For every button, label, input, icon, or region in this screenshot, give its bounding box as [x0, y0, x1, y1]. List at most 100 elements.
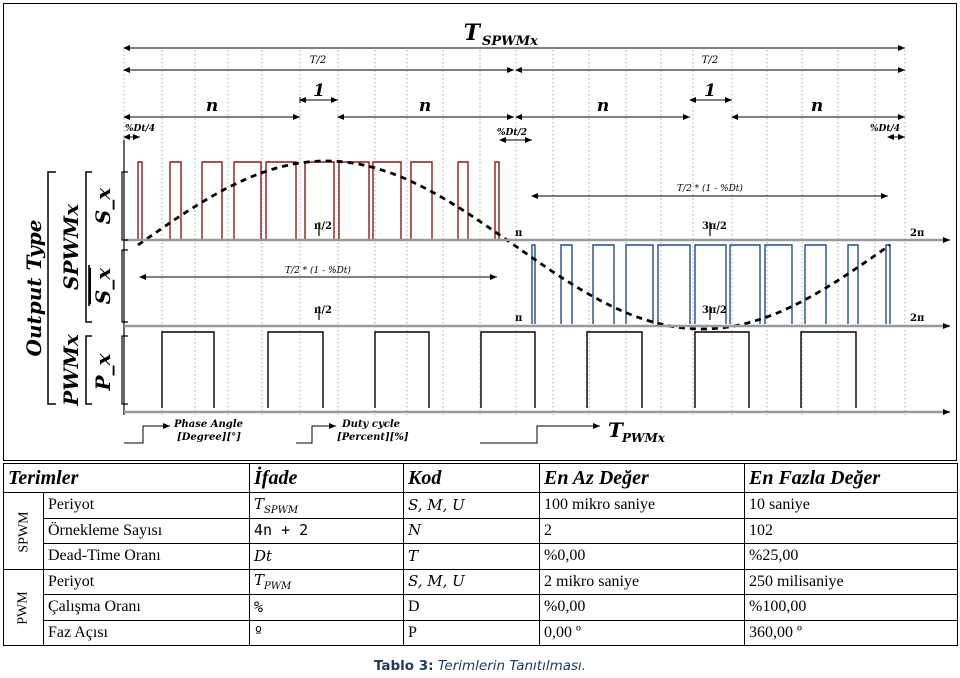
- dt-half-label: %Dt/2: [497, 128, 527, 138]
- expr-subscript: SPWM: [264, 504, 299, 516]
- pwm-pulse: [694, 331, 750, 408]
- term-cell: Örnekleme Sayısı: [43, 517, 250, 544]
- spwm-upper-pulse: [265, 161, 297, 240]
- group-label: PWM: [15, 591, 31, 625]
- output-type-label: Output Type: [22, 220, 46, 357]
- phase-angle-arrow: [124, 423, 170, 444]
- spwm-upper-pulse: [233, 161, 262, 240]
- table-header-row: Terimler İfade Kod En Az Değer En Fazla …: [3, 463, 958, 493]
- group-label-cell: PWM: [3, 568, 44, 646]
- spwm-lower-pulse: [729, 244, 761, 324]
- dimension-arrows: [123, 45, 905, 444]
- code-cell-text: T: [408, 546, 419, 565]
- header-terimler: Terimler: [3, 463, 250, 493]
- spwm-upper-pulse: [137, 161, 143, 240]
- table-row: Faz Açısı º P 0,00 º 360,00 º: [4, 619, 958, 646]
- spwm-lower-pulse: [804, 244, 827, 324]
- spwmx-label: SPWMx: [59, 203, 83, 290]
- spwm-lower-pulse: [764, 244, 793, 324]
- min-cell: 100 mikro saniye: [539, 492, 745, 519]
- expr-cell: TSPWM: [249, 492, 404, 519]
- max-cell-text: %100,00: [749, 598, 807, 616]
- s-x-bracket: [121, 171, 128, 241]
- max-cell-text: 102: [749, 521, 773, 539]
- spwmx-bracket: [85, 171, 92, 323]
- s-x-bar-label: S_x: [91, 267, 115, 304]
- min-cell-text: %0,00: [544, 547, 586, 565]
- spwm-lower-pulse: [592, 244, 615, 324]
- three-pi-half-label-2: 3π/2: [702, 305, 727, 316]
- group-label-cell: SPWM: [3, 492, 44, 570]
- tpwm-arrow: [480, 423, 600, 444]
- max-cell: 10 saniye: [744, 492, 958, 519]
- expr-cell-text: T: [254, 494, 265, 513]
- n-label-3: n: [597, 96, 609, 116]
- two-pi-label-1: 2π: [910, 228, 924, 239]
- code-cell: D: [403, 594, 540, 621]
- expr-cell: º: [249, 619, 404, 646]
- sine-reference-wave: [137, 159, 891, 331]
- term-cell-text: Çalışma Oranı: [48, 598, 141, 616]
- pi-half-label-1: π/2: [314, 221, 332, 232]
- min-cell-text: 2 mikro saniye: [544, 572, 640, 590]
- code-cell: S, M, U: [403, 492, 540, 519]
- min-cell-text: 100 mikro saniye: [544, 496, 656, 514]
- min-cell: 2 mikro saniye: [539, 568, 745, 595]
- max-cell: 360,00 º: [744, 619, 958, 646]
- tpwmx-label: T: [608, 418, 625, 442]
- pi-label-2: π: [515, 313, 522, 324]
- min-cell-text: %0,00: [544, 598, 586, 616]
- code-cell-text: D: [408, 598, 420, 616]
- dt-formula-lower: T/2 * (1 - %Dt): [285, 265, 351, 276]
- header-kod: Kod: [403, 463, 540, 493]
- max-cell: %25,00: [744, 543, 958, 570]
- duty-cycle-arrow: [296, 423, 336, 444]
- term-cell: Periyot: [43, 568, 250, 595]
- table-caption: Tablo 3: Terimlerin Tanıtılması.: [0, 658, 960, 674]
- spwm-lower-pulse: [694, 244, 727, 324]
- code-cell-text: N: [408, 521, 422, 540]
- spwm-upper-pulse: [169, 161, 182, 240]
- pulse-trains: [137, 159, 891, 408]
- code-cell: P: [403, 619, 540, 646]
- expr-cell-text: º: [254, 623, 264, 642]
- spwm-lower-pulse: [657, 244, 691, 324]
- one-label-1: 1: [313, 81, 325, 101]
- tspwm-title-sub: SPWMx: [482, 34, 538, 49]
- output-type-bracket: [47, 171, 56, 405]
- min-cell: %0,00: [539, 543, 745, 570]
- expr-cell-text: Dt: [254, 546, 273, 565]
- expr-cell: TPWM: [249, 568, 404, 595]
- spwm-upper-pulse: [494, 161, 500, 240]
- tpwmx-label-sub: PWMx: [621, 431, 666, 445]
- term-cell: Çalışma Oranı: [43, 594, 250, 621]
- dt-quarter-label-2: %Dt/4: [870, 124, 900, 134]
- spwm-lower-pulse: [625, 244, 654, 324]
- two-pi-label-2: 2π: [910, 313, 924, 324]
- spwm-upper-pulse: [338, 161, 370, 240]
- pi-label-1: π: [515, 228, 522, 239]
- max-cell: %100,00: [744, 594, 958, 621]
- three-pi-half-label-1: 3π/2: [702, 221, 727, 232]
- code-cell: S, M, U: [403, 568, 540, 595]
- expr-subscript: PWM: [264, 581, 292, 593]
- time-axes: [123, 140, 950, 415]
- n-label-1: n: [206, 96, 218, 116]
- half-period-label-2: T/2: [702, 55, 718, 66]
- spwm-upper-pulse: [372, 161, 402, 240]
- spwm-lower-pulse: [885, 244, 891, 324]
- header-en-az: En Az Değer: [539, 463, 745, 493]
- timing-diagram-svg: T SPWMx T/2 T/2 n 1 n n 1 n %Dt/4 %Dt/2 …: [22, 20, 950, 445]
- pwmx-label: PWMx: [59, 333, 83, 407]
- p-x-label: P_x: [91, 352, 115, 391]
- phase-angle-unit: [Degree][°]: [177, 432, 241, 443]
- term-cell-text: Faz Açısı: [48, 623, 108, 641]
- min-cell-text: 0,00 º: [544, 623, 581, 641]
- code-cell-text: P: [408, 623, 417, 641]
- expr-cell-text: 4n + 2: [254, 521, 309, 540]
- table-row: Dead-Time Oranı Dt T %0,00 %25,00: [4, 543, 958, 570]
- pwmx-bracket: [85, 335, 92, 405]
- header-ifade: İfade: [249, 463, 404, 493]
- duty-cycle-label: Duty cycle: [341, 419, 400, 430]
